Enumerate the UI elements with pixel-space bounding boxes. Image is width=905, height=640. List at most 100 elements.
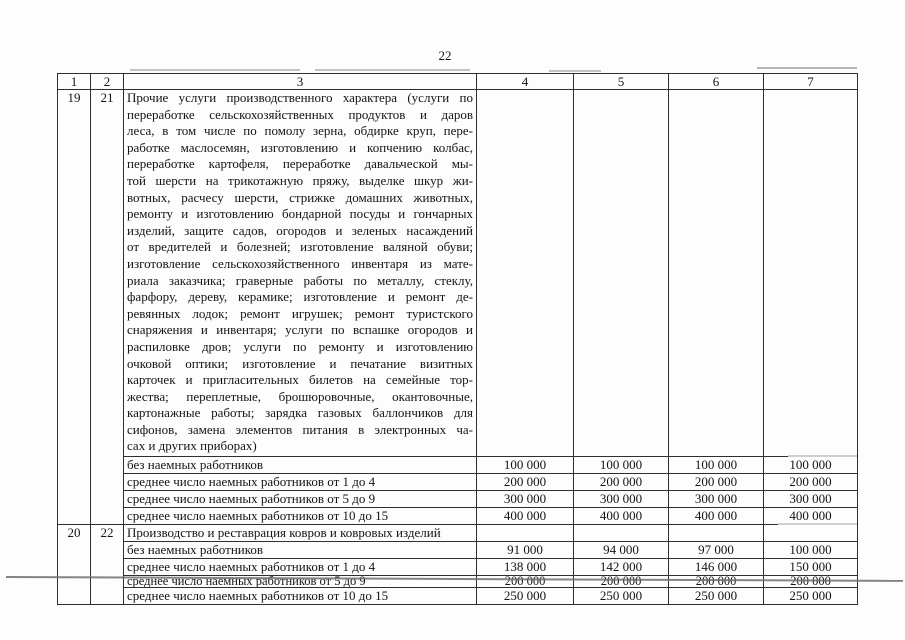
- empty-cell: [573, 89, 669, 457]
- scan-artifact: [315, 69, 470, 71]
- scan-artifact: [130, 69, 300, 71]
- value-cell: 94 000: [573, 541, 669, 559]
- description-line: картонажные работы; зарядка газовых балл…: [127, 405, 473, 421]
- description-line: сах и других приборах): [127, 438, 257, 454]
- item20-title-row: 20 22 Производство и реставрация ковров …: [57, 524, 858, 605]
- tariff-table: 1 2 3 4 5 6 7 19 21 Прочие услуги произв…: [57, 73, 858, 605]
- value-cell: 100 000: [476, 456, 574, 474]
- value-cell: 100 000: [763, 456, 858, 474]
- item20-title: Производство и реставрация ковров и ковр…: [123, 524, 477, 542]
- table-row: без наемных работников 100 000 100 000 1…: [58, 456, 858, 474]
- description-line: переработке сельскохозяйственных продукт…: [127, 106, 473, 122]
- description-line: ревянных лодок; ремонт игрушек; ремонт т…: [127, 305, 473, 321]
- table-row: среднее число наемных работников от 10 д…: [58, 587, 858, 605]
- description-line: Прочие услуги производственного характер…: [127, 90, 473, 106]
- description-line: жества; переплетные, брошюровочные, окан…: [127, 388, 473, 404]
- value-cell: 200 000: [763, 473, 858, 491]
- empty-cell: [668, 89, 764, 457]
- scan-artifact: [757, 67, 857, 69]
- scan-artifact: [778, 523, 857, 525]
- row-label: среднее число наемных работников от 10 д…: [123, 587, 477, 605]
- item19-description-row: 19 21 Прочие услуги производственного ха…: [57, 89, 858, 525]
- value-cell: 142 000: [573, 558, 669, 576]
- value-cell: 97 000: [668, 541, 764, 559]
- value-cell: 300 000: [573, 490, 669, 508]
- description-line: риала заказчика; граверные работы по мет…: [127, 272, 473, 288]
- description-line: карточек и пригласительных билетов на се…: [127, 372, 473, 388]
- item19-description: Прочие услуги производственного характер…: [123, 89, 477, 457]
- empty-cell: [573, 524, 669, 542]
- description-line: изготовление сельскохозяйственного инвен…: [127, 255, 473, 271]
- value-cell: 200 000: [668, 473, 764, 491]
- description-line: распиловке дров; услуги по ремонту и изг…: [127, 338, 473, 354]
- table-row: среднее число наемных работников от 5 до…: [58, 490, 858, 508]
- row-label: без наемных работников: [123, 456, 477, 474]
- table-row: среднее число наемных работников от 10 д…: [58, 507, 858, 525]
- value-cell: 250 000: [668, 587, 764, 605]
- description-line: ремонту и изготовлению бондарной посуды …: [127, 206, 473, 222]
- item19-col1: 19: [57, 89, 91, 525]
- header-cell-2: 2: [90, 73, 124, 90]
- value-cell: 200 000: [476, 473, 574, 491]
- table-row: без наемных работников 91 000 94 000 97 …: [58, 541, 858, 559]
- empty-cell: [476, 524, 574, 542]
- page-number: 22: [438, 48, 452, 63]
- header-cell-6: 6: [668, 73, 764, 90]
- header-cell-1: 1: [57, 73, 91, 90]
- empty-cell: [668, 524, 764, 542]
- value-cell: 300 000: [668, 490, 764, 508]
- description-line: вотных, расчесу шерсти, стрижке домашних…: [127, 189, 473, 205]
- value-cell: 400 000: [668, 507, 764, 525]
- value-cell: 150 000: [763, 558, 858, 576]
- description-line: переработке картофеля, переработке давал…: [127, 156, 473, 172]
- description-line: снаряжения и инвентаря; услуги по вспашк…: [127, 322, 473, 338]
- item19-col2: 21: [90, 89, 124, 525]
- item20-col2: 22: [90, 524, 124, 605]
- value-cell: 200 000: [573, 473, 669, 491]
- description-line: изделий, защите садов, огородов и зелены…: [127, 222, 473, 238]
- value-cell: 400 000: [763, 507, 858, 525]
- description-line: очковой оптики; изготовление и печатание…: [127, 355, 473, 371]
- value-cell: 91 000: [476, 541, 574, 559]
- value-cell: 250 000: [573, 587, 669, 605]
- value-cell: 300 000: [476, 490, 574, 508]
- table-header-row: 1 2 3 4 5 6 7: [57, 73, 858, 90]
- row-label: без наемных работников: [123, 541, 477, 559]
- empty-cell: [476, 89, 574, 457]
- header-cell-5: 5: [573, 73, 669, 90]
- row-label: среднее число наемных работников от 1 до…: [123, 558, 477, 576]
- header-cell-7: 7: [763, 73, 858, 90]
- empty-cell: [763, 89, 858, 457]
- value-cell: 100 000: [668, 456, 764, 474]
- description-line: работке маслосемян, изготовлению и копче…: [127, 139, 473, 155]
- header-cell-3: 3: [123, 73, 477, 90]
- value-cell: 300 000: [763, 490, 858, 508]
- value-cell: 200 000: [573, 575, 669, 588]
- value-cell: 250 000: [763, 587, 858, 605]
- value-cell: 138 000: [476, 558, 574, 576]
- table-row: среднее число наемных работников от 1 до…: [58, 473, 858, 491]
- header-cell-4: 4: [476, 73, 574, 90]
- empty-cell: [763, 524, 858, 542]
- description-line: сифонов, замена элементов питания в элек…: [127, 421, 473, 437]
- description-line: фарфору, дереву, керамике; изготовление …: [127, 289, 473, 305]
- value-cell: 100 000: [573, 456, 669, 474]
- row-label: среднее число наемных работников от 5 до…: [123, 575, 477, 588]
- description-line: от вредителей и болезней; изготовление в…: [127, 239, 473, 255]
- description-line: той шерсти на трикотажную пряжу, выделке…: [127, 172, 473, 188]
- row-label: среднее число наемных работников от 5 до…: [123, 490, 477, 508]
- row-label: среднее число наемных работников от 1 до…: [123, 473, 477, 491]
- value-cell: 400 000: [573, 507, 669, 525]
- row-label: среднее число наемных работников от 10 д…: [123, 507, 477, 525]
- scan-artifact: [549, 70, 601, 72]
- value-cell: 250 000: [476, 587, 574, 605]
- value-cell: 100 000: [763, 541, 858, 559]
- value-cell: 200 000: [476, 575, 574, 588]
- table-row-struck: среднее число наемных работников от 5 до…: [58, 575, 858, 588]
- value-cell: 200 000: [668, 575, 764, 588]
- item20-col1: 20: [57, 524, 91, 605]
- description-line: леса, в том числе по помолу зерна, обдир…: [127, 123, 473, 139]
- scan-artifact: [788, 455, 857, 457]
- value-cell: 146 000: [668, 558, 764, 576]
- table-row: среднее число наемных работников от 1 до…: [58, 558, 858, 576]
